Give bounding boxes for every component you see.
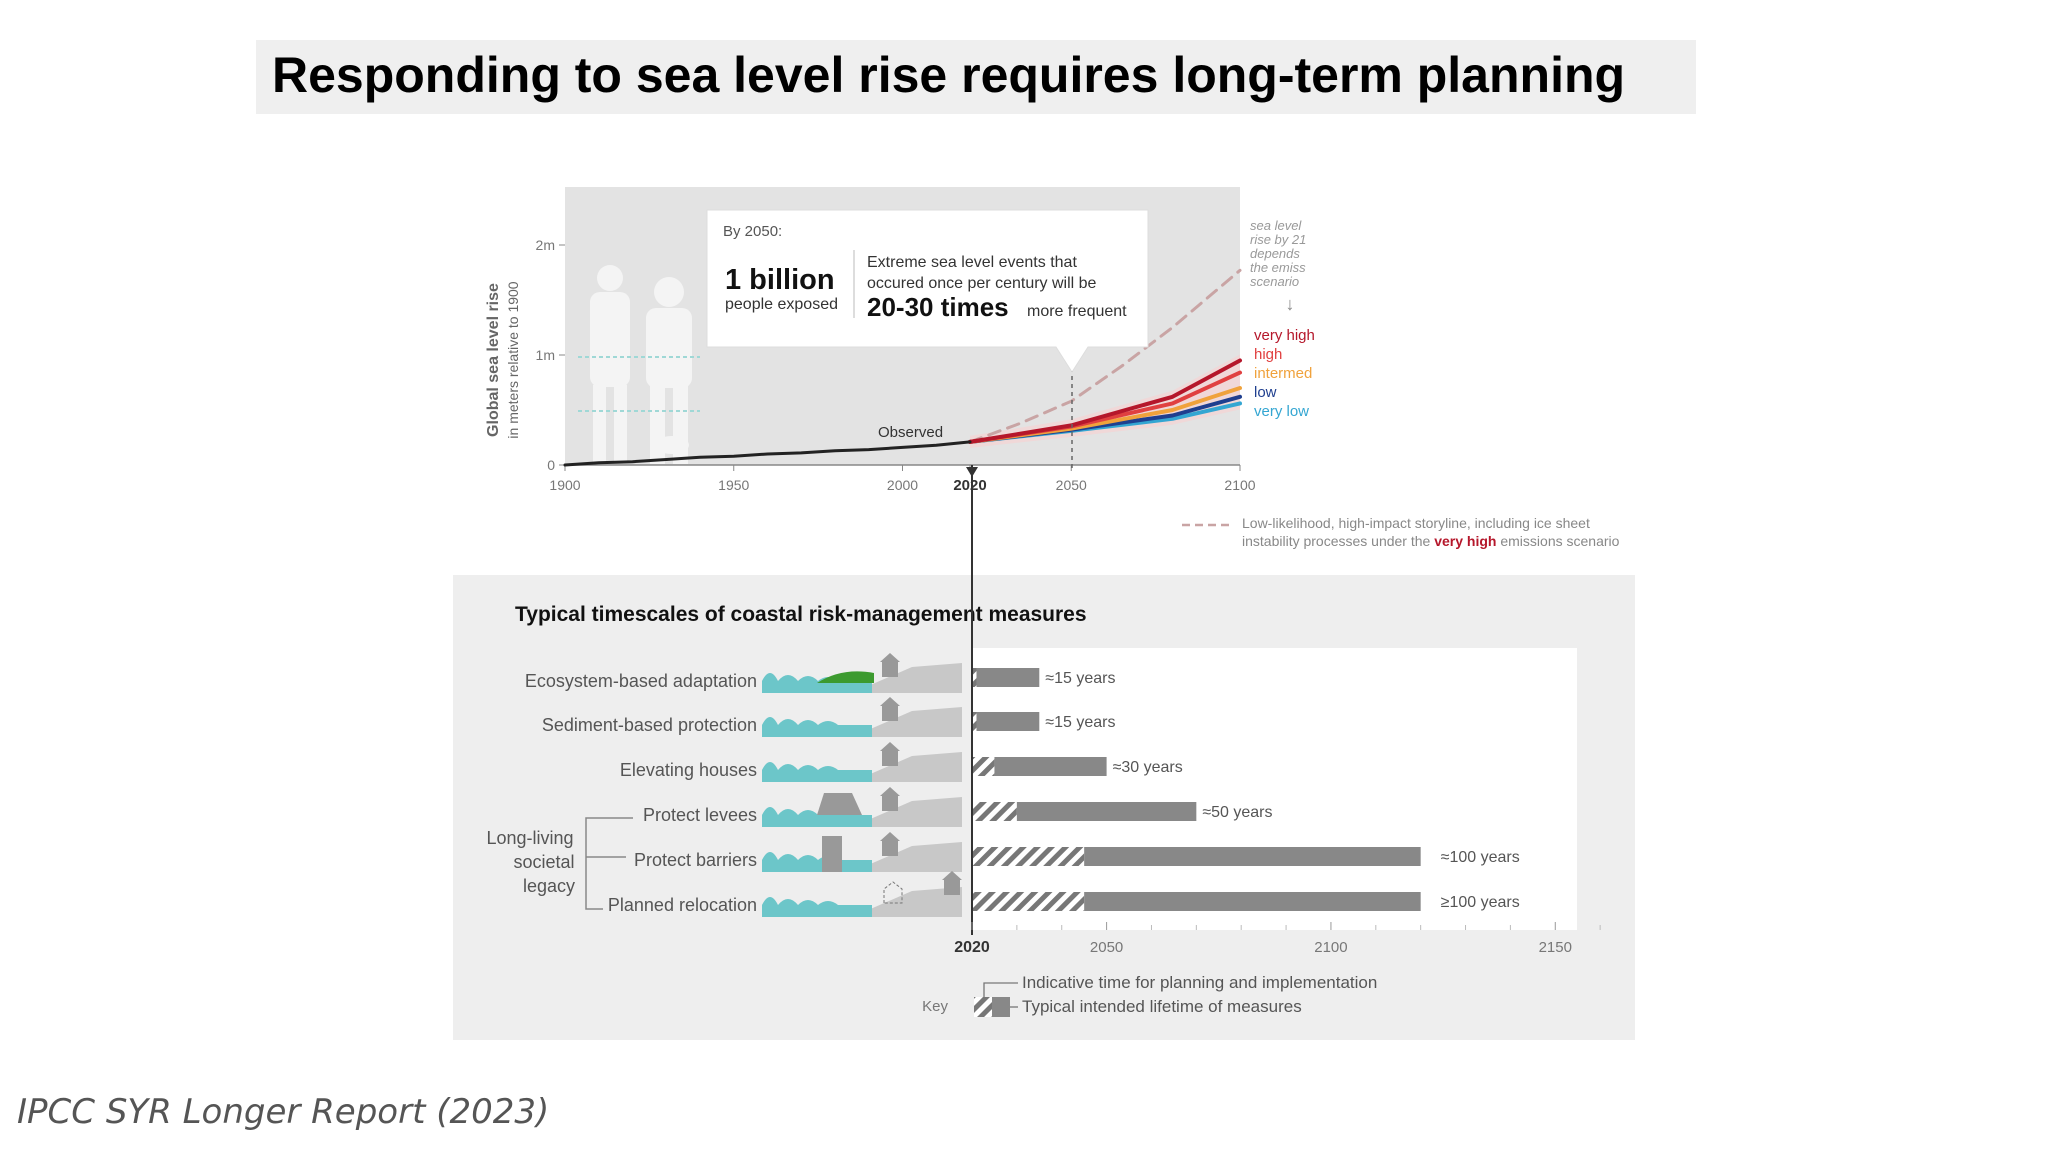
callout-events-text-2: occured once per century will be (867, 275, 1097, 292)
key-leader-planning (983, 982, 1018, 997)
callout-exposed-value: 1 billion (725, 264, 835, 296)
bottom-x-tick-label: 2020 (954, 939, 990, 956)
scenario-note-line: the emiss (1250, 260, 1306, 275)
lifetime-bar (1084, 892, 1421, 911)
coastal-measure-illustration (762, 787, 962, 827)
group-label-line3: legacy (523, 876, 575, 896)
legacy-bracket (585, 817, 633, 910)
planning-bar (972, 757, 995, 776)
people-silhouette-icon (590, 265, 692, 464)
bar-value-label: ≈15 years (1045, 714, 1115, 731)
citation: IPCC SYR Longer Report (2023) (17, 1092, 550, 1132)
planning-bar (972, 847, 1085, 866)
storyline-legend-line2: instability processes under the very hig… (1242, 533, 1620, 549)
series-line-storyline (968, 268, 1242, 444)
callout-frequency-text: more frequent (1027, 303, 1127, 320)
scenario-note-line: depends (1250, 246, 1300, 261)
key-lifetime-text: Typical intended lifetime of measures (1022, 997, 1302, 1016)
storyline-legend-post: emissions scenario (1500, 533, 1619, 549)
slide-title: Responding to sea level rise requires lo… (272, 47, 1626, 103)
storyline-legend-emph: very high (1434, 533, 1496, 549)
category-label: Elevating houses (620, 760, 757, 780)
category-label: Protect barriers (634, 850, 757, 870)
callout-exposed-text: people exposed (725, 296, 838, 313)
scenario-note-line: scenario (1250, 274, 1299, 289)
bottom-bars-background (972, 648, 1577, 930)
storyline-legend-line1: Low-likelihood, high-impact storyline, i… (1242, 515, 1590, 531)
coastal-measure-illustration (762, 871, 962, 917)
timescales-title: Typical timescales of coastal risk-manag… (515, 603, 1087, 626)
top-x-tick-label: 1900 (549, 477, 580, 493)
lifetime-bar (1016, 802, 1197, 821)
top-y-tick-label: 2m (536, 237, 555, 253)
coastal-measure-illustration (762, 832, 962, 872)
callout-box (706, 209, 1149, 373)
scenario-note-line: rise by 21 (1250, 232, 1306, 247)
title-box: Responding to sea level rise requires lo… (256, 40, 1696, 114)
key-swatch (974, 997, 1010, 1017)
callout-events-text-1: Extreme sea level events that (867, 254, 1077, 271)
storyline-legend-pre: instability processes under the (1242, 533, 1431, 549)
top-y-tick-label: 0 (547, 457, 555, 473)
bar-value-label: ≈15 years (1045, 670, 1115, 687)
category-label: Ecosystem-based adaptation (525, 671, 757, 691)
lifetime-bar (1084, 847, 1421, 866)
bar-value-label: ≈100 years (1441, 849, 1520, 866)
callout-frequency-value: 20-30 times (867, 292, 1009, 322)
top-x-tick-label: 1950 (718, 477, 749, 493)
coastal-measure-illustration (762, 653, 962, 693)
top-y-sublabel: in meters relative to 1900 (505, 281, 521, 438)
category-label: Protect levees (643, 805, 757, 825)
top-x-tick-label: 2000 (887, 477, 918, 493)
top-x-tick-label: 2100 (1224, 477, 1255, 493)
coastal-measure-illustration (762, 697, 962, 737)
bottom-x-tick-label: 2100 (1314, 939, 1347, 956)
scenario-label-very-high: very high (1254, 327, 1315, 344)
scenario-label-intermed: intermed (1254, 365, 1312, 382)
group-label-line1: Long-living (486, 828, 573, 848)
scenario-label-low: low (1254, 384, 1277, 401)
planning-bar (972, 802, 1017, 821)
observed-label: Observed (878, 424, 943, 441)
callout-by-year: By 2050: (723, 223, 782, 240)
key-planning-text: Indicative time for planning and impleme… (1022, 973, 1377, 992)
bar-value-label: ≈30 years (1113, 759, 1183, 776)
category-label: Planned relocation (608, 895, 757, 915)
scenario-label-high: high (1254, 346, 1282, 363)
top-x-tick-label: 2020 (953, 477, 986, 494)
lifetime-bar (976, 668, 1040, 687)
category-label: Sediment-based protection (542, 715, 757, 735)
scenario-label-very-low: very low (1254, 403, 1309, 420)
bottom-x-tick-label: 2050 (1090, 939, 1123, 956)
lifetime-bar (976, 712, 1040, 731)
planning-bar (972, 892, 1085, 911)
lifetime-bar (994, 757, 1107, 776)
planning-bar (972, 712, 977, 731)
planning-bar (972, 668, 977, 687)
top-x-tick-label: 2050 (1056, 477, 1087, 493)
projection-range-band (970, 354, 1240, 448)
down-arrow-icon: ↓ (1286, 294, 1295, 314)
key-label: Key (922, 998, 948, 1015)
bar-value-label: ≈50 years (1202, 804, 1272, 821)
year-2020-marker-icon (966, 467, 978, 477)
group-label-line2: societal (513, 852, 574, 872)
coastal-measure-illustration (762, 742, 962, 782)
bottom-x-tick-label: 2150 (1539, 939, 1572, 956)
series-line-very-high (968, 358, 1242, 444)
scenario-note-line: sea level (1250, 218, 1302, 233)
bar-value-label: ≥100 years (1441, 894, 1520, 911)
top-y-label: Global sea level rise (485, 283, 502, 437)
top-y-tick-label: 1m (536, 347, 555, 363)
series-line-observed (563, 440, 972, 467)
